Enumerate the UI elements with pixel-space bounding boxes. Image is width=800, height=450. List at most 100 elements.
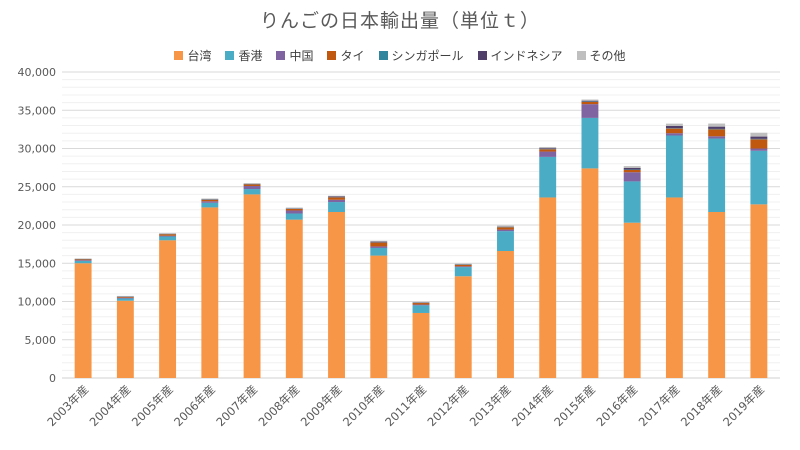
x-tick-label: 2012年産	[424, 382, 471, 429]
bar-segment	[665, 125, 683, 129]
bar-segment	[201, 202, 219, 208]
x-tick-label: 2005年産	[129, 382, 176, 429]
bar-segment	[370, 241, 388, 243]
bar-segment	[581, 117, 599, 169]
x-tick-label: 2018年産	[678, 382, 725, 429]
bar-segment	[581, 104, 599, 118]
bar-segment	[159, 233, 177, 234]
bar-segment	[454, 276, 472, 378]
legend-item: 香港	[225, 47, 262, 64]
bar-segment	[116, 300, 134, 378]
bar-segment	[581, 101, 599, 105]
bar-segment	[581, 168, 599, 378]
bar-segment	[497, 227, 514, 230]
bar-segment	[708, 138, 726, 212]
legend-swatch	[576, 51, 586, 60]
bar-segment	[116, 296, 134, 298]
x-tick-label: 2010年産	[340, 382, 387, 429]
bar-segment	[708, 126, 726, 129]
chart-title: りんごの日本輸出量（単位ｔ）	[259, 10, 540, 32]
bar-segment	[412, 312, 430, 378]
bar-segment	[285, 213, 303, 220]
y-tick-label: 30,000	[18, 143, 57, 156]
x-tick-label: 2016年産	[593, 382, 640, 429]
legend-label: シンガポール	[391, 49, 464, 63]
bar-segment	[750, 150, 768, 205]
bar-segment	[581, 100, 599, 102]
bar-segment	[328, 196, 345, 198]
legend-swatch	[378, 51, 388, 60]
bar-segment	[623, 222, 641, 378]
bar-segment	[623, 168, 641, 170]
x-tick-label: 2007年産	[213, 382, 260, 429]
bar-segment	[328, 197, 345, 200]
bar-segment	[370, 242, 388, 247]
bar-segment	[243, 185, 261, 190]
bar-segment	[285, 207, 303, 209]
bar-segment	[201, 201, 219, 203]
y-tick-label: 35,000	[18, 104, 57, 117]
bar-segment	[708, 136, 726, 139]
bar-segment	[370, 246, 388, 248]
legend-label: インドネシア	[490, 49, 563, 63]
bar-segment	[412, 305, 430, 313]
bar-segment	[243, 184, 261, 186]
bar-segment	[243, 194, 261, 378]
bar-segment	[159, 236, 177, 241]
bar-segment	[750, 132, 768, 137]
bar-segment	[159, 234, 177, 236]
bar-segment	[750, 139, 768, 149]
bar-segment	[581, 99, 599, 101]
bar-segment	[623, 166, 641, 169]
y-tick-label: 40,000	[18, 66, 57, 79]
bar-segment	[201, 198, 219, 200]
y-tick-label: 10,000	[18, 296, 57, 309]
bar-segment	[497, 229, 514, 232]
bar-segment	[539, 151, 557, 157]
bar-segment	[201, 207, 219, 378]
x-tick-label: 2017年産	[636, 382, 683, 429]
bar-segment	[412, 301, 430, 303]
legend-swatch	[174, 51, 184, 60]
bar-segment	[708, 129, 726, 137]
legend-label: 香港	[238, 49, 263, 63]
bar-segment	[412, 304, 430, 306]
bar-segment	[623, 172, 641, 182]
legend-item: 台湾	[174, 47, 211, 64]
legend-label: 中国	[289, 49, 314, 63]
bar-segment	[454, 267, 472, 277]
bar-segment	[665, 128, 683, 134]
bar-segment	[539, 149, 557, 152]
bar-segment	[116, 298, 134, 301]
x-tick-label: 2006年産	[171, 382, 218, 429]
bar-segment	[750, 204, 768, 378]
x-tick-label: 2009年産	[298, 382, 345, 429]
bar-segment	[370, 247, 388, 256]
legend-item: インドネシア	[477, 47, 563, 64]
bar-segment	[665, 123, 683, 126]
bar-segment	[623, 169, 641, 173]
y-tick-label: 0	[49, 372, 56, 385]
bar-segment	[116, 295, 134, 297]
x-tick-label: 2015年産	[551, 382, 598, 429]
chart-legend: 台湾 香港 中国 タイ シンガポール インドネシア その他	[0, 47, 800, 64]
legend-swatch	[276, 51, 286, 60]
legend-label: 台湾	[187, 49, 212, 63]
bar-segment	[328, 199, 345, 203]
bar-segment	[74, 259, 92, 261]
x-tick-label: 2014年産	[509, 382, 556, 429]
bar-segment	[74, 260, 92, 264]
legend-item: 中国	[276, 47, 313, 64]
bar-segment	[539, 146, 557, 149]
legend-item: タイ	[327, 47, 365, 64]
bar-segment	[750, 148, 768, 151]
bar-segment	[539, 148, 557, 149]
legend-label: タイ	[340, 49, 365, 63]
bar-segment	[243, 189, 261, 195]
bar-segment	[454, 266, 472, 268]
bar-segment	[159, 240, 177, 378]
x-tick-label: 2019年産	[720, 382, 767, 429]
bar-segment	[74, 263, 92, 378]
